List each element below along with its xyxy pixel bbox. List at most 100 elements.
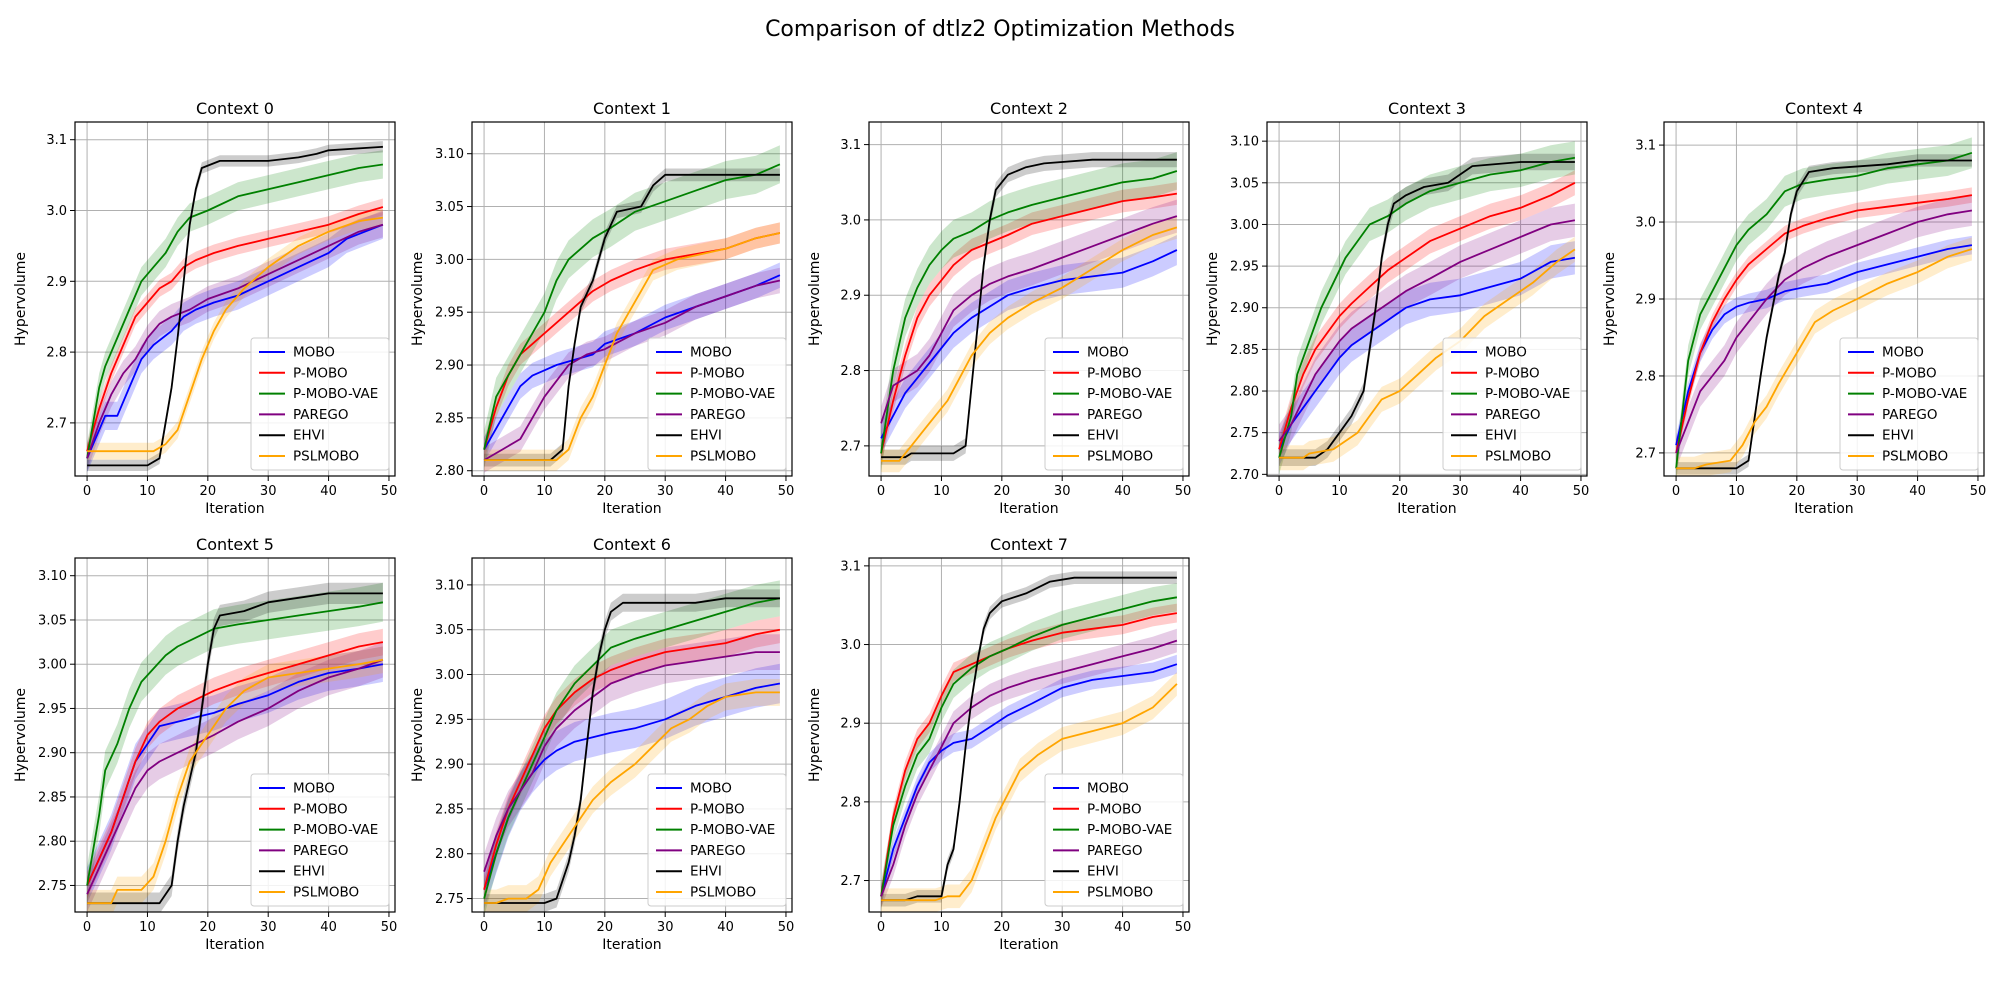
plot-area — [86, 141, 384, 473]
band-p-mobo-vae — [881, 152, 1177, 473]
legend-label: MOBO — [293, 345, 335, 361]
series-line-p-mobo — [86, 206, 384, 452]
panel-title: Context 0 — [196, 99, 274, 118]
legend: MOBO P-MOBO P-MOBO-VAE PAREGO EHVI PSLMOBO — [250, 337, 390, 471]
y-tick-label: 2.80 — [38, 835, 67, 850]
x-tick-label: 10 — [1331, 484, 1348, 499]
legend-label: PAREGO — [1485, 407, 1541, 423]
legend-label: P-MOBO-VAE — [690, 822, 775, 838]
axes-frame — [1266, 121, 1588, 477]
series-line-parego — [1278, 219, 1576, 442]
x-tick-label: 0 — [83, 920, 91, 935]
series-line-p-mobo — [1675, 194, 1973, 454]
legend-label: PSLMOBO — [690, 885, 756, 901]
panel-title: Context 4 — [1785, 99, 1863, 118]
series-line-pslmobo — [87, 216, 384, 453]
y-tick-label: 2.9 — [840, 717, 861, 732]
band-p-mobo — [881, 603, 1177, 906]
band-p-mobo-vae — [881, 583, 1177, 911]
y-tick-label: 2.95 — [435, 306, 464, 321]
y-tick-label: 3.1 — [840, 138, 861, 153]
y-tick-label: 3.0 — [840, 638, 861, 653]
y-tick-label: 2.7 — [1635, 446, 1656, 461]
y-tick-label: 2.85 — [435, 802, 464, 817]
y-tick-label: 3.0 — [1635, 216, 1656, 231]
legend-label: PAREGO — [690, 407, 746, 423]
series-line-p-mobo — [483, 628, 781, 890]
legend-label: PSLMOBO — [1882, 449, 1948, 465]
x-axis-label: Iteration — [205, 937, 264, 953]
panel-context-0: Context 0 0 10 20 30 40 50 2.7 2.8 2.9 3.0 3.1 Itera… — [13, 99, 397, 517]
band-pslmobo — [881, 672, 1177, 912]
band-p-mobo-vae — [484, 145, 780, 469]
legend: MOBO P-MOBO P-MOBO-VAE PAREGO EHVI PSLMOBO — [1044, 337, 1184, 471]
x-tick-label: 10 — [933, 484, 950, 499]
panel-title: Context 5 — [196, 535, 274, 554]
x-tick-label: 0 — [480, 484, 488, 499]
x-axis-label: Iteration — [1397, 501, 1456, 517]
y-tick-label: 2.80 — [435, 847, 464, 862]
axes-frame — [868, 557, 1190, 913]
y-tick-label: 2.8 — [46, 346, 67, 361]
legend-label: MOBO — [1882, 345, 1924, 361]
legend-label: PAREGO — [293, 843, 349, 859]
band-mobo — [484, 262, 780, 463]
legend-box — [647, 337, 787, 471]
legend-box — [1044, 773, 1184, 907]
x-tick-label: 10 — [139, 920, 156, 935]
x-tick-label: 0 — [83, 484, 91, 499]
series-line-p-mobo-vae — [86, 601, 384, 886]
band-p-mobo-vae — [87, 150, 383, 473]
y-tick-label: 2.80 — [435, 464, 464, 479]
y-tick-label: 2.7 — [840, 439, 861, 454]
x-tick-label: 40 — [1114, 484, 1131, 499]
legend-label: PSLMOBO — [1087, 885, 1153, 901]
series-line-p-mobo-vae — [86, 163, 384, 459]
x-tick-label: 0 — [877, 920, 885, 935]
x-tick-label: 0 — [1275, 484, 1283, 499]
series-line-mobo — [880, 663, 1178, 897]
panel-context-3: Context 3 0 10 20 30 40 50 2.70 2.75 2.80 2.85 2.90… — [1205, 99, 1589, 517]
panel-context-2: Context 2 0 10 20 30 40 50 2.7 2.8 2.9 3.0 3.1 Itera… — [807, 99, 1191, 517]
y-axis-label: Hypervolume — [13, 688, 29, 782]
y-tick-label: 2.8 — [840, 364, 861, 379]
y-tick-label: 3.10 — [1230, 135, 1259, 150]
y-axis-label: Hypervolume — [1205, 252, 1221, 346]
x-tick-label: 40 — [1114, 920, 1131, 935]
y-tick-label: 3.05 — [435, 623, 464, 638]
x-tick-label: 0 — [877, 484, 885, 499]
band-parego — [1676, 195, 1972, 469]
y-tick-label: 2.85 — [38, 790, 67, 805]
legend-label: PAREGO — [690, 843, 746, 859]
legend-label: P-MOBO — [293, 365, 348, 381]
y-tick-label: 2.90 — [435, 758, 464, 773]
band-p-mobo-vae — [87, 582, 383, 905]
x-tick-label: 50 — [1175, 920, 1192, 935]
legend-label: MOBO — [293, 781, 335, 797]
legend-box — [1044, 337, 1184, 471]
panels-grid: Context 0 0 10 20 30 40 50 2.7 2.8 2.9 3.0 3.1 Itera… — [13, 99, 1986, 953]
panel-context-4: Context 4 0 10 20 30 40 50 2.7 2.8 2.9 3.0 3.1 Itera… — [1602, 99, 1986, 517]
y-tick-label: 2.8 — [1635, 369, 1656, 384]
band-parego — [881, 628, 1177, 909]
x-tick-label: 50 — [381, 920, 398, 935]
legend-label: MOBO — [1087, 345, 1129, 361]
y-tick-label: 3.00 — [435, 668, 464, 683]
legend-label: P-MOBO — [293, 801, 348, 817]
series-line-p-mobo — [86, 641, 384, 886]
legend-label: P-MOBO-VAE — [1485, 386, 1570, 402]
x-tick-label: 10 — [536, 484, 553, 499]
legend-label: PSLMOBO — [293, 885, 359, 901]
band-p-mobo — [484, 616, 780, 903]
band-parego — [881, 199, 1177, 440]
x-tick-label: 20 — [200, 920, 217, 935]
legend-label: EHVI — [690, 428, 722, 444]
x-axis-label: Iteration — [602, 937, 661, 953]
legend-label: MOBO — [1485, 345, 1527, 361]
series-line-ehvi — [1676, 159, 1972, 470]
legend-box — [250, 773, 390, 907]
legend-label: EHVI — [1087, 428, 1119, 444]
plot-area — [483, 580, 781, 912]
y-tick-label: 2.90 — [38, 746, 67, 761]
x-tick-label: 30 — [1054, 920, 1071, 935]
